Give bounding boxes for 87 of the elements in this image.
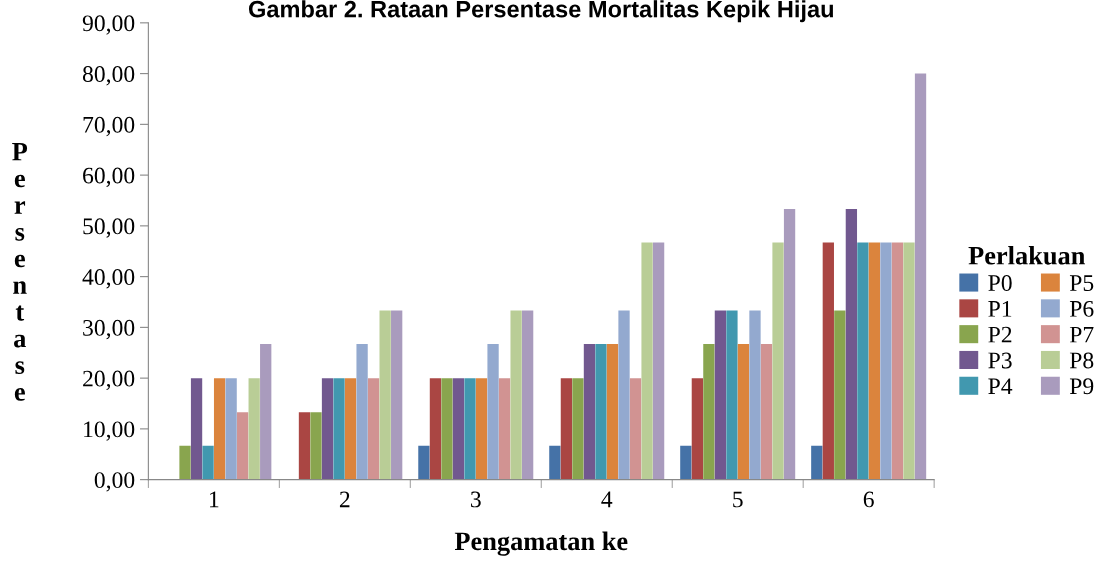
legend-title: Perlakuan [968, 246, 1086, 265]
bar [891, 242, 904, 480]
bar [190, 378, 203, 480]
legend-label: P0 [988, 275, 1012, 291]
bar [333, 378, 345, 480]
bar [179, 445, 191, 480]
bar [475, 378, 488, 480]
y-tick-label: 30,00 [83, 319, 135, 340]
legend-label: P8 [1069, 352, 1094, 369]
legend-label: P2 [988, 326, 1012, 343]
x-tick-label: 1 [210, 491, 219, 508]
bar [680, 445, 692, 480]
bar [691, 378, 704, 480]
bar [237, 412, 249, 480]
legend-label: P9 [1069, 378, 1094, 395]
bar [857, 242, 869, 480]
bar [914, 73, 927, 480]
bar [549, 445, 561, 480]
bar [429, 378, 442, 480]
bar [498, 378, 511, 480]
bar [379, 310, 391, 480]
chart-title: Gambar 2. Rataan Persentase Mortalitas Kepik Hijau [248, 0, 833, 23]
bar [248, 378, 260, 480]
y-tick-label: 0,00 [94, 472, 135, 492]
y-tick-label: 40,00 [82, 269, 135, 289]
bar [760, 344, 773, 480]
bar [487, 344, 499, 480]
bar [391, 310, 403, 480]
bar [298, 412, 311, 480]
bar [260, 344, 272, 480]
bar [213, 378, 226, 480]
bar [652, 242, 665, 480]
bar [772, 242, 784, 480]
bar [595, 344, 607, 480]
bar [737, 344, 750, 480]
x-tick-label: 4 [601, 491, 613, 508]
y-tick-label: 50,00 [83, 218, 135, 238]
bar [441, 378, 453, 480]
bar [344, 378, 357, 480]
text: Persentase [12, 143, 28, 401]
bar [811, 445, 823, 480]
bar [822, 242, 834, 480]
bar [783, 209, 796, 480]
y-tick-label: 60,00 [83, 167, 135, 187]
bar [572, 378, 584, 480]
bar [845, 209, 858, 480]
bar [868, 242, 881, 480]
y-tick-label: 90,00 [82, 15, 135, 35]
legend-label: P1 [988, 300, 1012, 317]
x-axis-title: Pengamatan ke [454, 531, 628, 556]
x-tick-label: 2 [339, 491, 350, 508]
y-tick-label: 80,00 [82, 66, 135, 86]
legend-label: P5 [1069, 275, 1094, 291]
bar [367, 378, 380, 480]
legend-label: P6 [1069, 300, 1094, 317]
bar [225, 378, 237, 480]
bar [521, 310, 534, 480]
bar [452, 378, 465, 480]
legend-label: P4 [988, 378, 1013, 394]
y-tick-label: 20,00 [83, 370, 135, 390]
bar [714, 310, 727, 480]
bar [606, 344, 619, 480]
bar [726, 310, 738, 480]
bar [641, 242, 653, 480]
x-tick-label: 3 [471, 491, 481, 508]
bar [321, 378, 334, 480]
bar [629, 378, 642, 480]
bar [583, 344, 596, 480]
x-tick-label: 5 [733, 491, 743, 508]
bar [880, 242, 892, 480]
x-tick-label: 6 [863, 491, 874, 508]
legend-label: P3 [988, 352, 1012, 369]
bar [464, 378, 476, 480]
bar [749, 310, 761, 480]
bar [560, 378, 573, 480]
legend-label: P7 [1069, 326, 1094, 343]
bar [310, 412, 322, 480]
y-tick-label: 70,00 [83, 116, 135, 137]
bar [202, 445, 214, 480]
y-tick-label: 10,00 [84, 421, 135, 441]
bar [834, 310, 846, 480]
bar [356, 344, 368, 480]
bar [418, 445, 430, 480]
bar [618, 310, 630, 480]
bar [510, 310, 522, 480]
bar [703, 344, 715, 480]
bar [903, 242, 915, 480]
